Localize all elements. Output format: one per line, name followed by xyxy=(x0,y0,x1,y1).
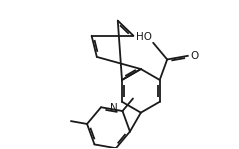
Text: HO: HO xyxy=(136,32,152,42)
Text: O: O xyxy=(191,51,199,61)
Text: N: N xyxy=(110,103,118,113)
